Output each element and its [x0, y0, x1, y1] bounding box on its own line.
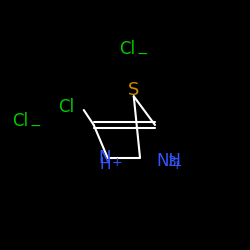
Text: Cl: Cl — [120, 40, 136, 58]
Text: −: − — [30, 119, 41, 133]
Text: 3: 3 — [168, 155, 176, 169]
Text: H: H — [99, 157, 111, 172]
Text: S: S — [128, 81, 140, 99]
Text: N: N — [99, 149, 111, 167]
Text: −: − — [137, 47, 148, 61]
Text: Cl: Cl — [58, 98, 74, 116]
Text: NH: NH — [156, 152, 181, 170]
Text: Cl: Cl — [12, 112, 28, 130]
Text: +: + — [172, 159, 182, 172]
Text: +: + — [112, 156, 122, 168]
